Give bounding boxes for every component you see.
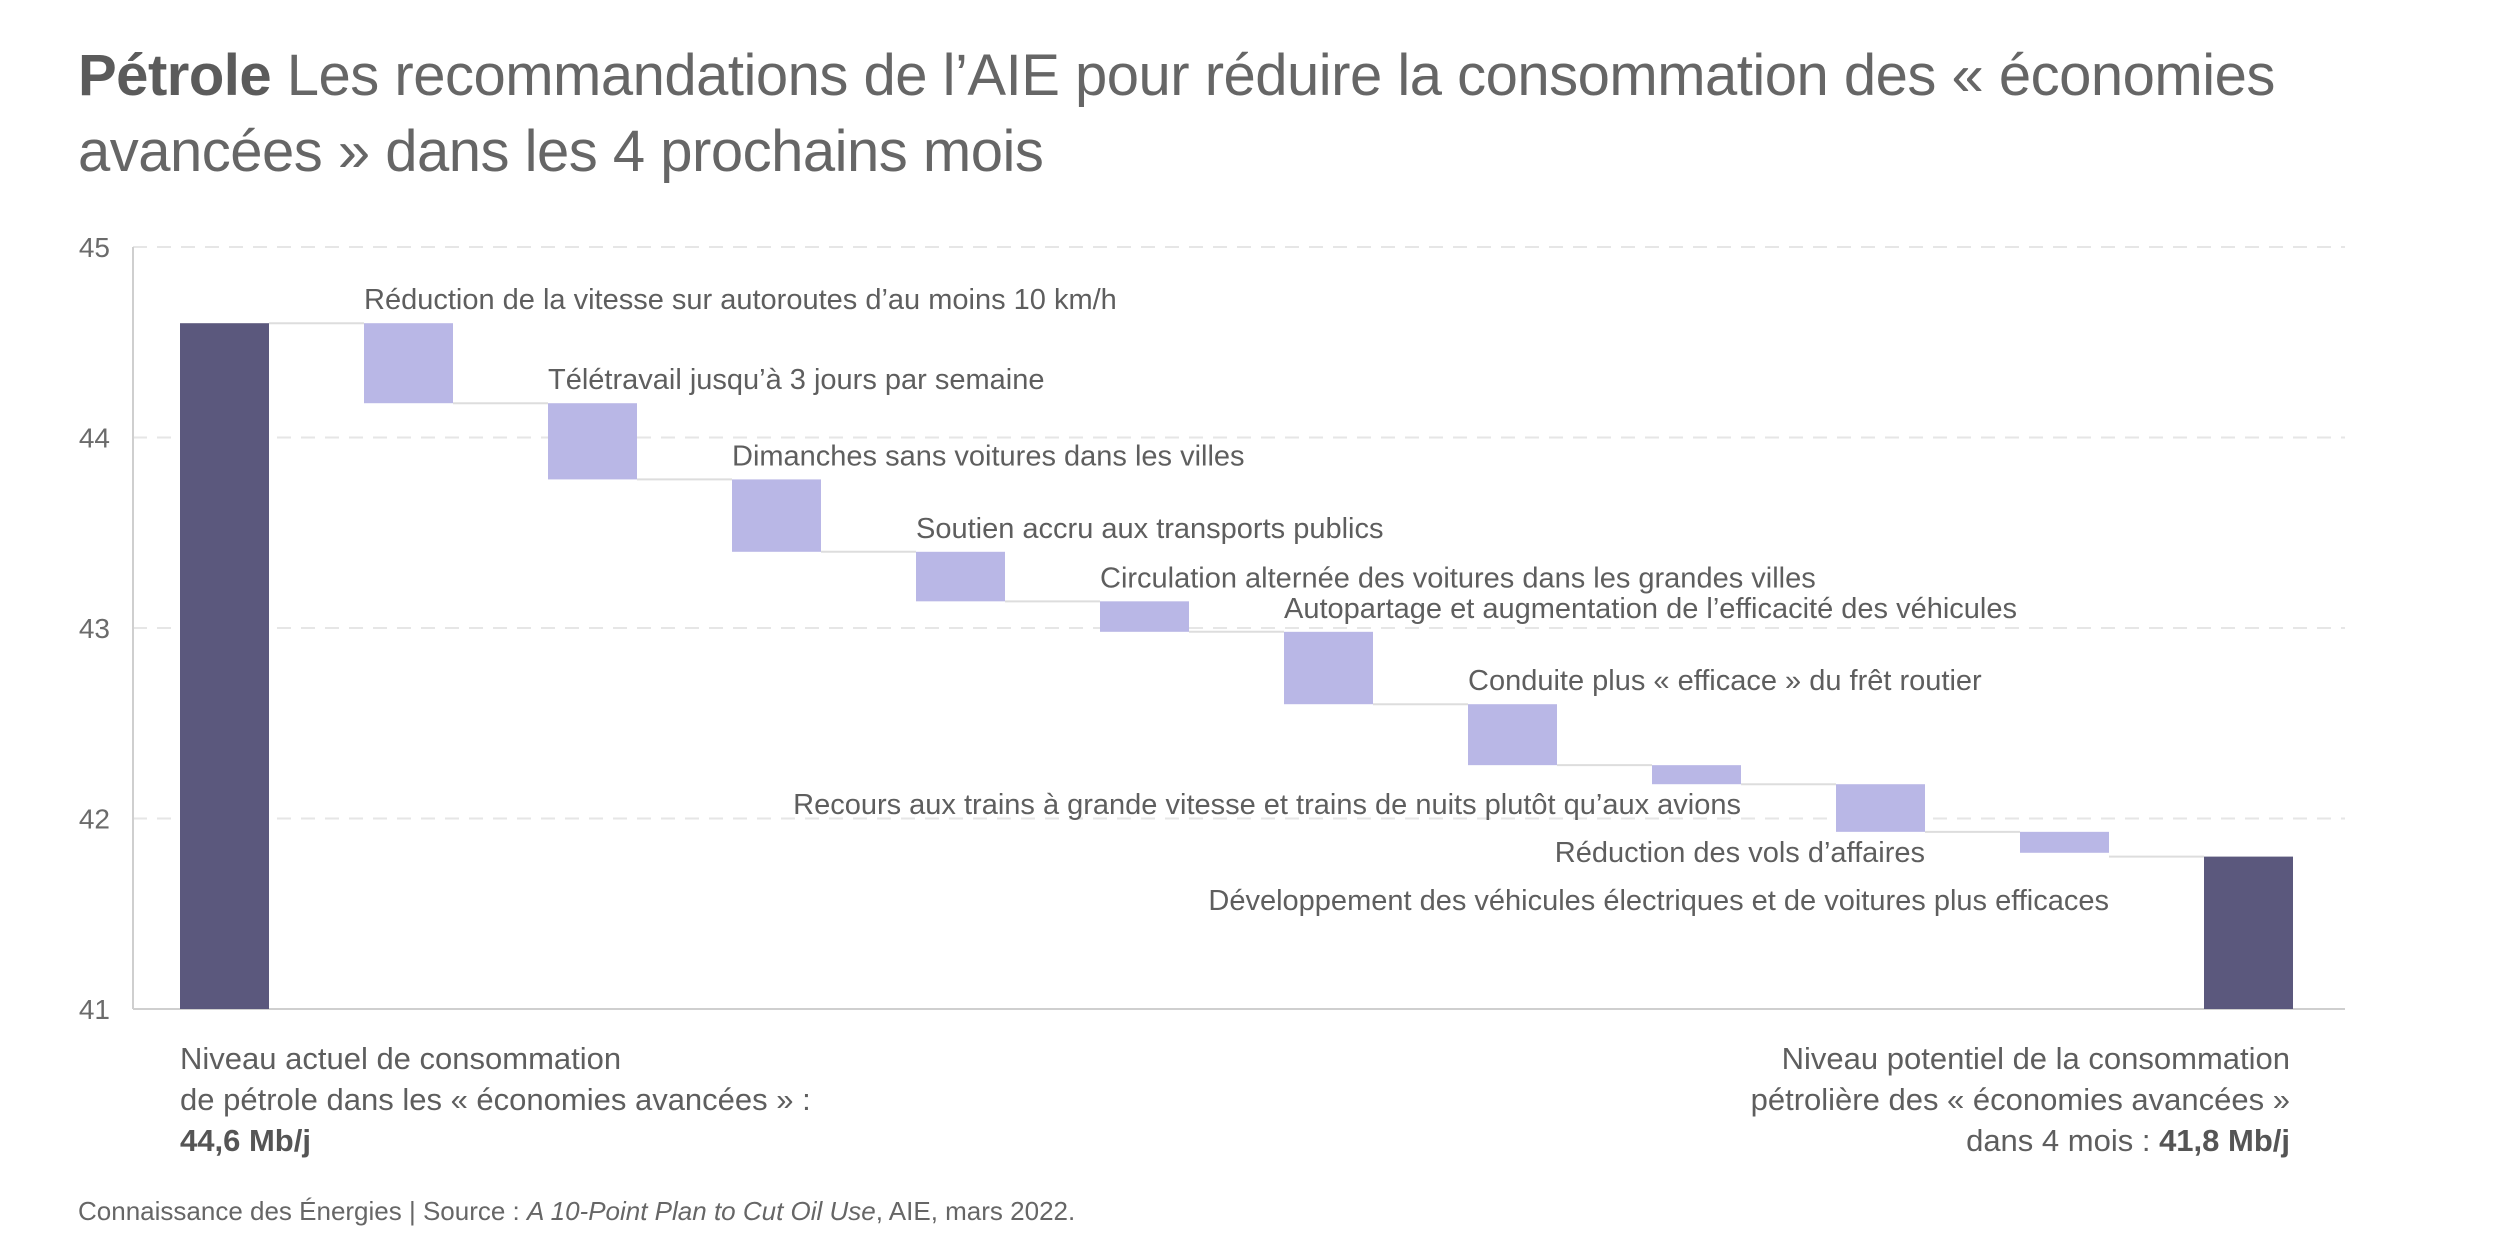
step-bar <box>1468 704 1557 766</box>
start-total-bar <box>180 323 269 1009</box>
step-bar <box>548 403 637 480</box>
step-bar <box>1284 631 1373 705</box>
step-label: Autopartage et augmentation de l’efficac… <box>1284 593 2017 625</box>
y-tick-label: 43 <box>79 613 110 644</box>
step-bar <box>1100 601 1189 632</box>
step-bar <box>2020 831 2109 853</box>
step-bar <box>1652 765 1741 785</box>
potential-level-value: 41,8 Mb/j <box>2159 1123 2290 1158</box>
source-prefix: Connaissance des Énergies | Source : <box>78 1196 528 1226</box>
step-bar <box>732 479 821 552</box>
step-label: Réduction des vols d’affaires <box>1555 837 1925 869</box>
step-label: Télétravail jusqu’à 3 jours par semaine <box>548 364 1044 396</box>
end-total-bar <box>2204 856 2293 1009</box>
step-label: Réduction de la vitesse sur autoroutes d… <box>364 284 1117 316</box>
current-level-line1: Niveau actuel de consommation <box>180 1041 622 1076</box>
current-level-label: Niveau actuel de consommation de pétrole… <box>180 1038 811 1161</box>
potential-level-line2: pétrolière des « économies avancées » <box>1750 1082 2290 1117</box>
chart-title: Pétrole Les recommandations de l’AIE pou… <box>78 38 2478 190</box>
source-title: A 10-Point Plan to Cut Oil Use <box>527 1196 876 1226</box>
potential-level-line1: Niveau potentiel de la consommation <box>1781 1041 2290 1076</box>
step-label: Dimanches sans voitures dans les villes <box>732 440 1245 472</box>
step-label: Développement des véhicules électriques … <box>1208 885 2109 917</box>
step-label: Conduite plus « efficace » du frêt routi… <box>1468 665 1982 697</box>
title-rest: Les recommandations de l’AIE pour réduir… <box>78 43 2275 184</box>
step-bar <box>1836 784 1925 832</box>
step-label: Recours aux trains à grande vitesse et t… <box>793 789 1741 821</box>
y-tick-label: 42 <box>79 804 110 835</box>
step-bar <box>916 551 1005 602</box>
title-bold: Pétrole <box>78 43 272 108</box>
current-level-line2: de pétrole dans les « économies avancées… <box>180 1082 811 1117</box>
y-tick-label: 45 <box>79 232 110 263</box>
step-label: Circulation alternée des voitures dans l… <box>1100 562 1816 594</box>
source-note: Connaissance des Énergies | Source : A 1… <box>78 1196 1075 1227</box>
potential-level-prefix: dans 4 mois : <box>1966 1123 2160 1158</box>
current-level-value: 44,6 Mb/j <box>180 1123 311 1158</box>
step-label: Soutien accru aux transports publics <box>916 513 1383 545</box>
source-suffix: , AIE, mars 2022. <box>875 1196 1076 1226</box>
potential-level-label: Niveau potentiel de la consommation pétr… <box>1751 1038 2290 1161</box>
y-tick-label: 44 <box>79 423 110 454</box>
waterfall-chart: 41 42 43 44 45 Réduction de la vitesse sur au… <box>79 232 2345 1025</box>
step-bar <box>364 323 453 404</box>
y-tick-label: 41 <box>79 994 110 1025</box>
